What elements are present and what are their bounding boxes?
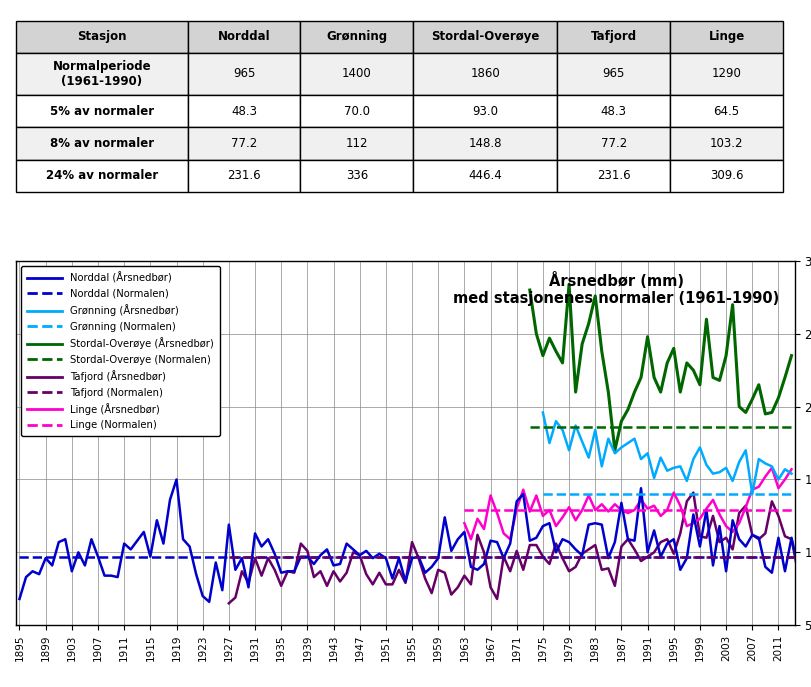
Bar	[670, 159, 783, 192]
Bar	[187, 127, 300, 159]
Text: 112: 112	[345, 137, 368, 150]
Bar	[670, 95, 783, 127]
Text: Grønning: Grønning	[326, 30, 388, 43]
Text: Stordal-Overøye: Stordal-Overøye	[431, 30, 539, 43]
Text: 965: 965	[233, 67, 255, 80]
Bar	[557, 95, 670, 127]
Text: 148.8: 148.8	[469, 137, 502, 150]
Bar	[414, 127, 557, 159]
Text: 48.3: 48.3	[231, 104, 257, 117]
Text: 1860: 1860	[470, 67, 500, 80]
Text: 8% av normaler: 8% av normaler	[49, 137, 154, 150]
Text: Tafjord: Tafjord	[590, 30, 637, 43]
Bar	[557, 127, 670, 159]
Text: Norddal: Norddal	[217, 30, 270, 43]
Bar	[557, 53, 670, 95]
Text: 70.0: 70.0	[344, 104, 370, 117]
Bar	[557, 159, 670, 192]
Bar	[16, 95, 187, 127]
Text: 1400: 1400	[342, 67, 371, 80]
Text: 231.6: 231.6	[597, 169, 631, 182]
Text: 93.0: 93.0	[472, 104, 498, 117]
Legend: Norddal (Årsnedbør), Norddal (Normalen), Grønning (Årsnedbør), Grønning (Normale: Norddal (Årsnedbør), Norddal (Normalen),…	[21, 266, 220, 436]
Bar	[300, 21, 414, 53]
Text: 1290: 1290	[712, 67, 741, 80]
Text: 24% av normaler: 24% av normaler	[45, 169, 158, 182]
Bar	[414, 159, 557, 192]
Text: 77.2: 77.2	[601, 137, 627, 150]
Text: 64.5: 64.5	[714, 104, 740, 117]
Bar	[670, 127, 783, 159]
Text: 5% av normaler: 5% av normaler	[49, 104, 154, 117]
Text: 103.2: 103.2	[710, 137, 744, 150]
Bar	[300, 95, 414, 127]
Bar	[187, 95, 300, 127]
Bar	[187, 21, 300, 53]
Text: 309.6: 309.6	[710, 169, 744, 182]
Bar	[300, 53, 414, 95]
Bar	[16, 127, 187, 159]
Text: 77.2: 77.2	[231, 137, 257, 150]
Bar	[414, 21, 557, 53]
Bar	[16, 21, 187, 53]
Bar	[16, 53, 187, 95]
Text: Linge: Linge	[709, 30, 744, 43]
Text: Normalperiode
(1961-1990): Normalperiode (1961-1990)	[53, 60, 151, 88]
Text: 336: 336	[345, 169, 368, 182]
Text: 965: 965	[603, 67, 625, 80]
Bar	[670, 21, 783, 53]
Bar	[300, 159, 414, 192]
Bar	[557, 21, 670, 53]
Bar	[187, 53, 300, 95]
Bar	[414, 53, 557, 95]
Bar	[414, 95, 557, 127]
Bar	[16, 159, 187, 192]
Text: Stasjon: Stasjon	[77, 30, 127, 43]
Text: 231.6: 231.6	[227, 169, 261, 182]
Text: 48.3: 48.3	[601, 104, 627, 117]
Text: 446.4: 446.4	[469, 169, 502, 182]
Bar	[300, 127, 414, 159]
Bar	[670, 53, 783, 95]
Bar	[187, 159, 300, 192]
Text: Årsnedbør (mm)
med stasjonenes normaler (1961-1990): Årsnedbør (mm) med stasjonenes normaler …	[453, 272, 779, 306]
